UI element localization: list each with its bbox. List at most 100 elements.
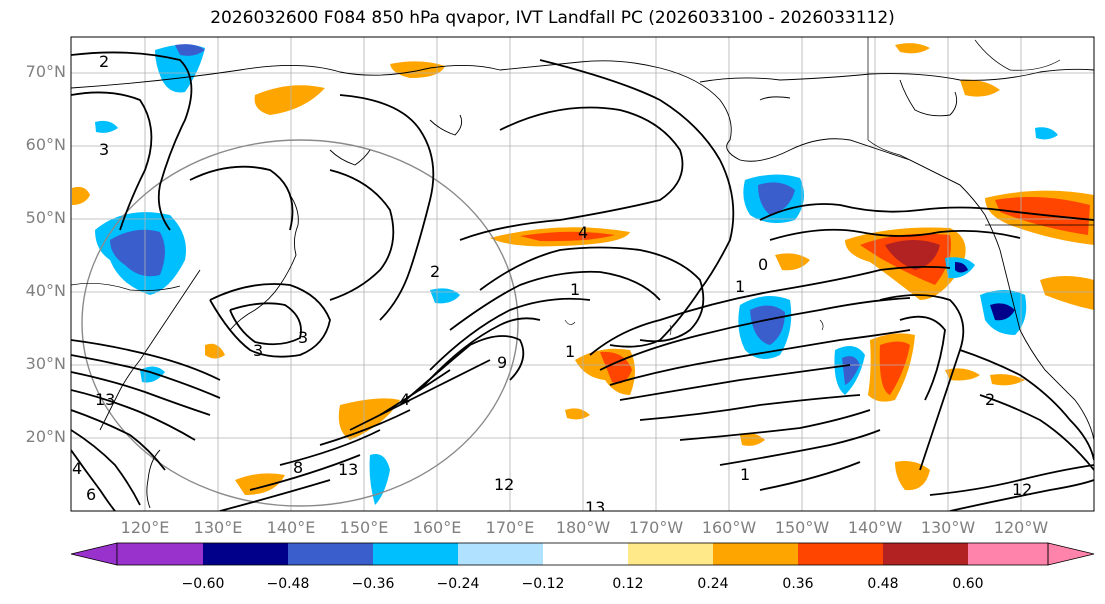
colorbar-segment (628, 543, 713, 565)
lon-label: 170°W (628, 518, 684, 537)
contour-label: 0 (758, 255, 768, 274)
contour-label: 13 (95, 390, 115, 409)
negative-anomaly-patch (175, 44, 205, 56)
lat-label: 70°N (25, 62, 66, 81)
positive-anomaly-patch (520, 231, 615, 242)
lat-lon-grid (71, 37, 1094, 511)
lon-label: 170°E (485, 518, 535, 537)
negative-anomaly-patch (110, 229, 165, 277)
colorbar-segment (373, 543, 458, 565)
colorbar-tick-label: 0.36 (782, 576, 814, 592)
negative-anomaly-patch (369, 454, 390, 505)
positive-anomaly-patch (995, 196, 1090, 235)
ivt-contours (71, 51, 1094, 511)
contour-label: 4 (400, 390, 410, 409)
colorbar-segment (883, 543, 968, 565)
colorbar-tick-label: 0.60 (952, 576, 984, 592)
contour-label: 1 (570, 280, 580, 299)
positive-anomaly-patch (990, 374, 1025, 386)
contour-label: 4 (578, 223, 588, 242)
positive-anomaly-patch (235, 473, 285, 495)
lat-label: 60°N (25, 135, 66, 154)
positive-anomaly-patch (740, 433, 765, 446)
contour-label: 2 (430, 262, 440, 281)
colorbar-tick-label: 0.12 (612, 576, 644, 592)
negative-anomaly-patch (95, 120, 118, 133)
colorbar-tick-label: −0.36 (351, 576, 395, 592)
contour-label: 2 (985, 390, 995, 409)
colorbar (70, 542, 1095, 566)
contour-label: 2 (99, 52, 109, 71)
political-boundaries (71, 37, 1094, 291)
colorbar-frame (116, 542, 1049, 566)
map-frame (70, 36, 1095, 512)
contour-label: 13 (338, 460, 358, 479)
lon-label: 160°W (701, 518, 757, 537)
positive-anomaly-patch (565, 408, 590, 420)
colorbar-segment (968, 543, 1048, 565)
lon-label: 120°W (993, 518, 1049, 537)
colorbar-extend-left (70, 542, 118, 566)
positive-anomaly-patch (879, 341, 910, 395)
contour-label: 1 (735, 277, 745, 296)
small-contour-features (564, 319, 824, 336)
lon-label: 160°E (412, 518, 462, 537)
colorbar-tick-label: −0.60 (181, 576, 225, 592)
contour-label: 12 (494, 475, 514, 494)
contour-label: 8 (293, 458, 303, 477)
lon-label: 140°W (847, 518, 903, 537)
lat-label: 40°N (25, 281, 66, 300)
negative-anomaly-patch (842, 356, 860, 385)
colorbar-segment (458, 543, 543, 565)
positive-anomaly-patch (72, 186, 90, 205)
negative-anomaly-patch (140, 366, 165, 383)
positive-anomaly-patch (885, 240, 940, 270)
colorbar-tick-label: −0.48 (266, 576, 310, 592)
positive-anomaly-patch (338, 398, 400, 440)
lon-label: 150°E (339, 518, 389, 537)
colorbar-extend-right (1047, 542, 1095, 566)
colorbar-tick-label: −0.12 (521, 576, 565, 592)
positive-anomaly-patch (390, 61, 445, 78)
colorbar-segment (713, 543, 798, 565)
positive-anomaly-patch (205, 343, 225, 359)
lat-label: 30°N (25, 354, 66, 373)
negative-anomaly-patch (990, 303, 1015, 321)
lon-label: 130°W (920, 518, 976, 537)
map-title: 2026032600 F084 850 hPa qvapor, IVT Land… (210, 8, 895, 28)
lon-label: 180°W (555, 518, 611, 537)
contour-label: 12 (1012, 480, 1032, 499)
colorbar-segment (288, 543, 373, 565)
contour-label: 3 (99, 140, 109, 159)
colorbar-tick-label: −0.24 (436, 576, 480, 592)
negative-anomaly-patch (750, 305, 785, 345)
contour-label: 3 (298, 328, 308, 347)
lat-label: 50°N (25, 208, 66, 227)
colorbar-tick-label: 0.48 (867, 576, 899, 592)
contour-label: 6 (86, 485, 96, 504)
contour-label: 9 (497, 353, 507, 372)
lat-label: 20°N (25, 427, 66, 446)
positive-anomaly-patch (1040, 276, 1094, 310)
colorbar-segment (798, 543, 883, 565)
range-circle (81, 139, 519, 507)
map-panel: 2 3 2 1 4 1 1 0 3 4 3 8 13 12 9 13 12 1 … (71, 37, 1094, 517)
positive-anomaly-patch (960, 79, 1000, 97)
contour-label: 4 (72, 459, 82, 478)
contour-labels: 2 3 2 1 4 1 1 0 3 4 3 8 13 12 9 13 12 1 … (72, 52, 1032, 517)
negative-anomaly-patch (955, 262, 968, 273)
colorbar-segment (543, 543, 628, 565)
lon-label: 140°E (266, 518, 316, 537)
positive-anomaly-patch (254, 85, 325, 115)
contour-label: 13 (585, 498, 605, 517)
colorbar-segment (117, 543, 203, 565)
positive-anomaly-patch (895, 43, 930, 54)
lon-label: 150°W (774, 518, 830, 537)
colorbar-segment (203, 543, 288, 565)
colorbar-tick-label: 0.24 (697, 576, 729, 592)
negative-anomaly-patch (758, 182, 795, 215)
lon-label: 130°E (193, 518, 243, 537)
negative-anomaly-patch (430, 288, 460, 304)
lon-label: 120°E (120, 518, 170, 537)
